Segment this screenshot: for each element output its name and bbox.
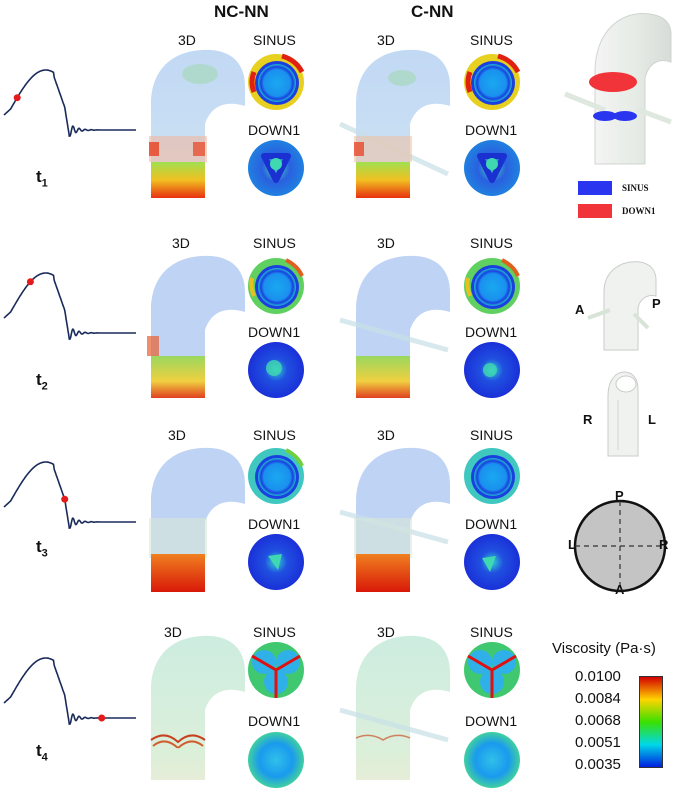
- down1-section-nc-nn-t3: [248, 534, 304, 590]
- orientation-label-p: P: [652, 296, 661, 311]
- colorbar-gradient: [639, 676, 663, 768]
- time-marker: [98, 714, 106, 722]
- time-label-t3: t3: [36, 537, 48, 560]
- label-sinus: SINUS: [253, 624, 296, 640]
- label-sinus: SINUS: [470, 32, 513, 48]
- column-header-c-nn: C-NN: [411, 2, 454, 21]
- label-3d: 3D: [377, 624, 395, 640]
- aorta-3d-c-nn-t2: [339, 255, 450, 398]
- column-header-nc-nn: NC-NN: [214, 2, 269, 21]
- time-label-t1: t1: [36, 167, 48, 190]
- aorta-3d-nc-nn-t2: [147, 255, 245, 398]
- label-sinus: SINUS: [470, 235, 513, 251]
- sinus-section-c-nn-t3: [464, 448, 520, 504]
- aorta-orientation-ap: [587, 261, 657, 351]
- time-marker: [13, 94, 21, 102]
- label-down1: DOWN1: [465, 516, 518, 532]
- time-marker: [61, 495, 69, 503]
- orientation-label-a: A: [575, 302, 585, 317]
- legend-swatch-down1: [578, 204, 612, 218]
- label-down1: DOWN1: [465, 713, 518, 729]
- label-sinus: SINUS: [470, 624, 513, 640]
- colorbar-title: Viscosity (Pa·s): [552, 640, 656, 657]
- label-down1: DOWN1: [248, 122, 301, 138]
- sinus-section-c-nn-t4: [464, 642, 520, 698]
- down1-section-c-nn-t2: [464, 342, 520, 398]
- waveform-curve: [3, 461, 136, 530]
- label-sinus: SINUS: [253, 427, 296, 443]
- colorbar-tick: 0.0035: [575, 756, 621, 773]
- colorbar-tick: 0.0100: [575, 668, 621, 685]
- aorta-3d-c-nn-t3: [339, 447, 450, 592]
- label-down1: DOWN1: [248, 516, 301, 532]
- label-down1: DOWN1: [465, 122, 518, 138]
- legend-label-sinus: SINUS: [622, 183, 649, 193]
- label-3d: 3D: [377, 32, 395, 48]
- label-sinus: SINUS: [253, 32, 296, 48]
- colorbar-tick: 0.0068: [575, 712, 621, 729]
- aorta-orientation-rl: [607, 371, 639, 457]
- waveform-curve: [3, 272, 136, 341]
- orientation-circle-bottom: A: [615, 582, 625, 597]
- sinus-section-nc-nn-t4: [248, 642, 304, 698]
- waveform-curve: [3, 657, 136, 726]
- down1-section-nc-nn-t1: [248, 140, 304, 196]
- down1-section-c-nn-t1: [464, 140, 520, 196]
- time-marker: [26, 278, 34, 286]
- sinus-section-c-nn-t2: [464, 258, 520, 314]
- aorta-reference-model: [564, 13, 672, 165]
- orientation-label-l: L: [648, 412, 656, 427]
- sinus-section-nc-nn-t2: [248, 258, 304, 314]
- down1-section-nc-nn-t2: [248, 342, 304, 398]
- orientation-circle-left: L: [568, 537, 576, 552]
- aorta-3d-c-nn-t4: [339, 635, 450, 780]
- aorta-3d-nc-nn-t3: [149, 447, 245, 592]
- waveform-plots: [3, 69, 136, 726]
- legend-label-down1: DOWN1: [622, 206, 656, 216]
- orientation-label-r: R: [583, 412, 593, 427]
- down1-section-c-nn-t4: [464, 732, 520, 788]
- legend-swatch-sinus: [578, 181, 612, 195]
- label-3d: 3D: [164, 624, 182, 640]
- label-3d: 3D: [377, 427, 395, 443]
- label-down1: DOWN1: [248, 713, 301, 729]
- label-sinus: SINUS: [253, 235, 296, 251]
- label-3d: 3D: [172, 235, 190, 251]
- waveform-curve: [3, 69, 136, 138]
- label-down1: DOWN1: [248, 324, 301, 340]
- down1-section-nc-nn-t4: [248, 732, 304, 788]
- sinus-section-nc-nn-t3: [248, 448, 304, 504]
- label-3d: 3D: [377, 235, 395, 251]
- aorta-3d-nc-nn-t4: [150, 635, 245, 780]
- label-sinus: SINUS: [470, 427, 513, 443]
- label-3d: 3D: [178, 32, 196, 48]
- colorbar-tick: 0.0051: [575, 734, 621, 751]
- sinus-section-c-nn-t1: [464, 53, 521, 110]
- sinus-section-nc-nn-t1: [248, 53, 305, 110]
- aorta-3d-nc-nn-t1: [149, 49, 245, 198]
- label-down1: DOWN1: [465, 324, 518, 340]
- aorta-3d-c-nn-t1: [338, 49, 450, 198]
- time-label-t2: t2: [36, 370, 48, 393]
- cross-section-orientation-diagram: [573, 499, 667, 593]
- down1-section-c-nn-t3: [464, 534, 520, 590]
- colorbar-tick: 0.0084: [575, 690, 621, 707]
- orientation-circle-right: R: [659, 537, 669, 552]
- orientation-circle-top: P: [615, 488, 624, 503]
- label-3d: 3D: [168, 427, 186, 443]
- time-label-t4: t4: [36, 741, 48, 764]
